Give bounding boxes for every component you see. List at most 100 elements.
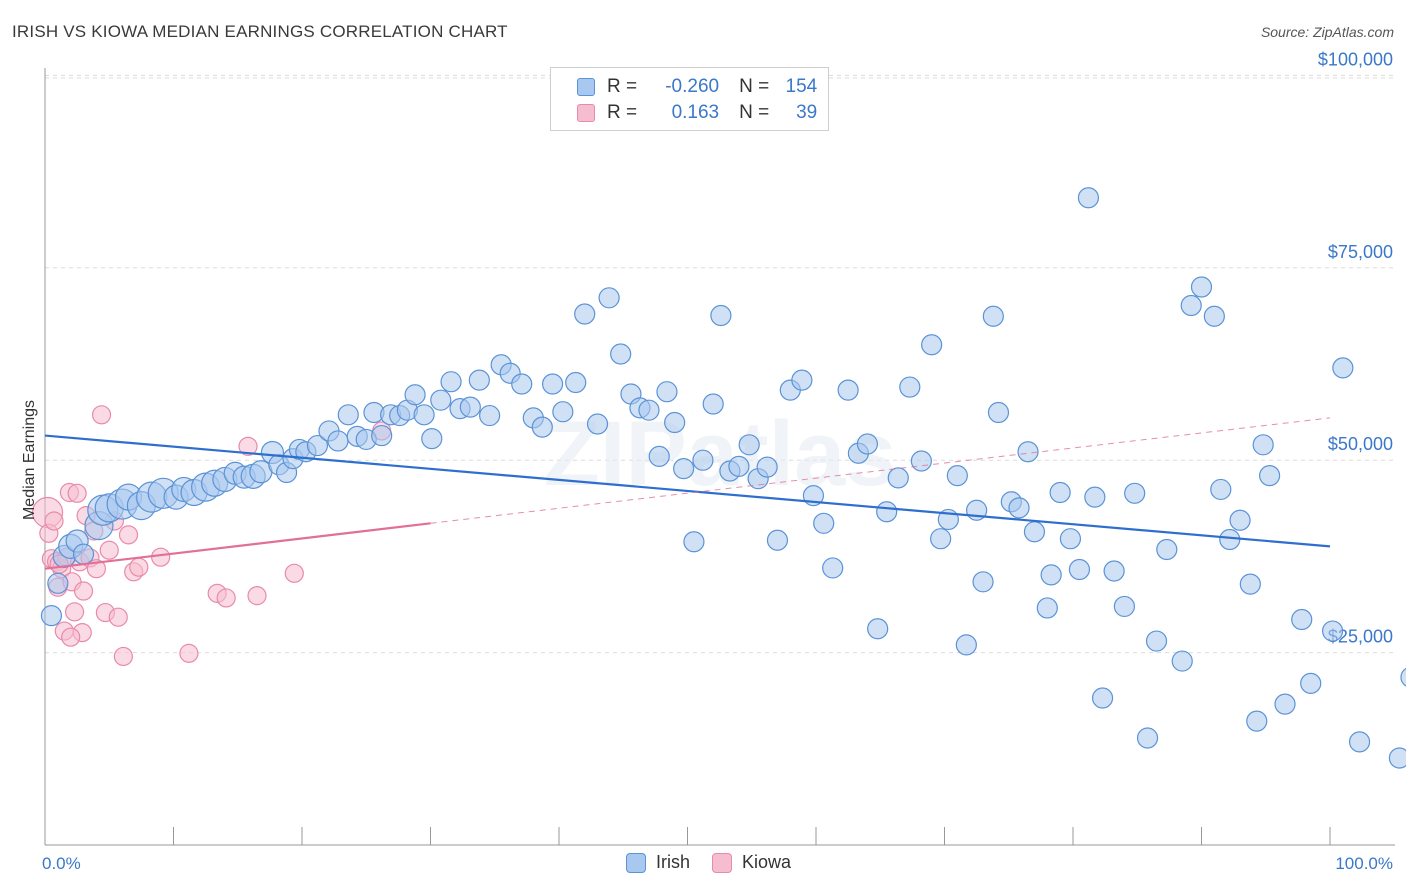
kiowa-point [284,563,304,583]
irish-point [413,404,435,426]
irish-point [1068,558,1091,581]
irish-point [1348,731,1371,753]
irish-point [899,376,921,398]
irish-point [306,434,329,457]
legend-item-irish[interactable]: Irish [626,852,690,873]
irish-point [479,404,501,427]
irish-point [982,305,1004,327]
irish-point [1190,276,1213,298]
irish-point [1388,747,1406,769]
irish-point [1023,521,1046,543]
irish-swatch [577,78,595,96]
irish-r-label: R = [607,76,638,97]
irish-r-value: -0.260 [665,76,720,97]
kiowa-legend-swatch [712,852,733,873]
trend-lines [44,417,1331,570]
irish-point [598,287,620,309]
kiowa-point [113,646,133,667]
irish-point [822,557,844,579]
irish-point [728,455,750,477]
irish-point [692,449,714,471]
irish-point [756,456,778,478]
irish-point [574,303,596,325]
kiowa-point [216,588,236,608]
irish-point [946,464,968,487]
irish-point [1219,528,1241,551]
irish-point [910,450,932,472]
irish-point [1040,564,1062,586]
irish-point [1103,560,1125,582]
irish-point [541,373,564,395]
irish-point [972,571,994,593]
kiowa-point [118,525,139,545]
kiowa-point [91,405,112,425]
irish-legend-label: Irish [656,852,691,872]
irish-point [610,343,632,365]
legend-row-kiowa: R = 0.163 N = 39 [577,100,817,126]
irish-point [813,512,835,534]
irish-point [1400,667,1406,687]
irish-point [40,605,63,627]
kiowa-point [73,581,94,601]
kiowa-point [44,511,64,531]
kiowa-r-label: R = [607,102,638,123]
irish-point [1180,294,1202,317]
kiowa-trend-extension [430,417,1331,524]
irish-point [1113,595,1136,618]
kiowa-point [247,586,267,606]
tick-labels: $25,000 $50,000 $75,000 $100,000 0.0% 100.0% [42,49,1393,873]
kiowa-swatch [577,104,595,122]
irish-point [664,411,686,434]
irish-point [404,384,426,406]
kiowa-point [179,643,199,663]
x-tick-label-min: 0.0% [42,854,81,873]
y-tick-label: $25,000 [1328,627,1393,647]
irish-point [648,445,670,467]
irish-point [327,430,349,452]
correlation-legend: R = -0.260 N = 154 R = 0.163 N = 39 [550,67,829,131]
irish-point [1332,357,1354,379]
source-attribution: Source: ZipAtlas.com [1260,24,1394,40]
irish-point [876,501,898,523]
irish-n-value: 154 [785,76,818,97]
irish-point [702,393,724,415]
irish-point [1124,482,1146,504]
irish-point [552,401,574,423]
irish-point [766,529,789,551]
irish-point [1321,620,1344,642]
irish-point [1145,630,1168,652]
irish-point [72,543,95,565]
irish-point [1203,305,1225,327]
irish-point [511,373,533,395]
grid-lines [45,74,1395,654]
irish-point [586,413,609,435]
y-tick-label: $100,000 [1318,49,1393,69]
irish-point [867,618,889,640]
irish-point [791,369,813,391]
kiowa-point [129,557,149,577]
legend-item-kiowa[interactable]: Kiowa [712,852,791,873]
irish-point [1259,464,1281,487]
irish-point [47,572,69,594]
x-tick-label-max: 100.0% [1335,854,1393,873]
irish-point [673,458,695,480]
irish-point [371,424,393,447]
irish-point [421,428,443,450]
irish-point [856,433,879,455]
irish-point [887,467,909,489]
irish-point [1008,497,1030,519]
irish-point [1059,528,1082,550]
irish-point [565,371,587,394]
kiowa-n-label: N = [739,102,770,123]
kiowa-point [151,547,171,567]
kiowa-point [67,483,87,503]
legend-row-irish: R = -0.260 N = 154 [577,74,817,100]
irish-point [921,334,943,356]
irish-point [1246,710,1268,732]
irish-point [955,634,977,656]
irish-point [1084,486,1106,508]
irish-point [1171,650,1193,672]
irish-point [1017,441,1039,463]
irish-point [837,379,859,401]
irish-point [683,531,705,553]
